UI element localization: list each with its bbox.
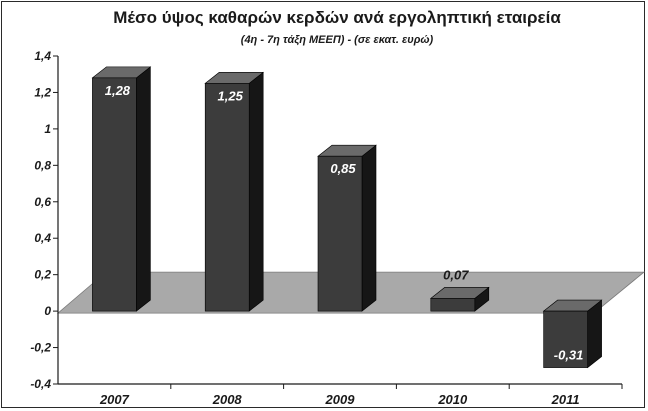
chart-title: Μέσο ύψος καθαρών κερδών ανά εργοληπτική… xyxy=(113,8,561,27)
y-tick-label: 0,6 xyxy=(34,195,51,209)
x-tick-label: 2010 xyxy=(437,392,468,407)
chart-subtitle: (4η - 7η τάξη ΜΕΕΠ) - (σε εκατ. ευρώ) xyxy=(241,34,434,46)
data-label: -0,31 xyxy=(554,348,584,363)
y-tick-label: 0,8 xyxy=(34,158,51,172)
x-tick-label: 2007 xyxy=(99,392,130,407)
bar-front-face xyxy=(543,310,588,368)
bar-2009 xyxy=(317,144,377,312)
y-tick-label: 0 xyxy=(44,304,51,318)
bar-2007 xyxy=(91,66,152,312)
x-tick-label: 2011 xyxy=(551,392,580,407)
bar-front-face xyxy=(92,77,137,312)
bar-front-face xyxy=(317,155,363,312)
data-label: 0,85 xyxy=(330,161,356,176)
y-tick-label: -0,4 xyxy=(30,377,51,391)
bar-2010 xyxy=(429,286,490,312)
bar-front-face xyxy=(204,83,250,312)
data-label: 0,07 xyxy=(443,267,469,282)
bar-side-face xyxy=(248,71,264,312)
y-tick-label: -0,2 xyxy=(30,341,51,355)
x-tick-label: 2009 xyxy=(325,392,356,407)
bar-side-face xyxy=(361,144,377,312)
y-tick-label: 1,2 xyxy=(34,85,51,99)
bar-side-face xyxy=(136,66,151,312)
y-tick-label: 1 xyxy=(44,122,51,136)
y-tick-label: 0,4 xyxy=(34,231,51,245)
bar-side-face xyxy=(587,299,602,369)
bar-2008 xyxy=(204,71,265,312)
data-label: 1,28 xyxy=(105,83,131,98)
bar-2011 xyxy=(542,299,603,369)
bar-front-face xyxy=(430,298,476,312)
y-tick-label: 0,2 xyxy=(34,268,51,282)
x-tick-label: 2008 xyxy=(212,392,243,407)
data-label: 1,25 xyxy=(218,88,244,103)
y-tick-label: 1,4 xyxy=(34,49,51,63)
